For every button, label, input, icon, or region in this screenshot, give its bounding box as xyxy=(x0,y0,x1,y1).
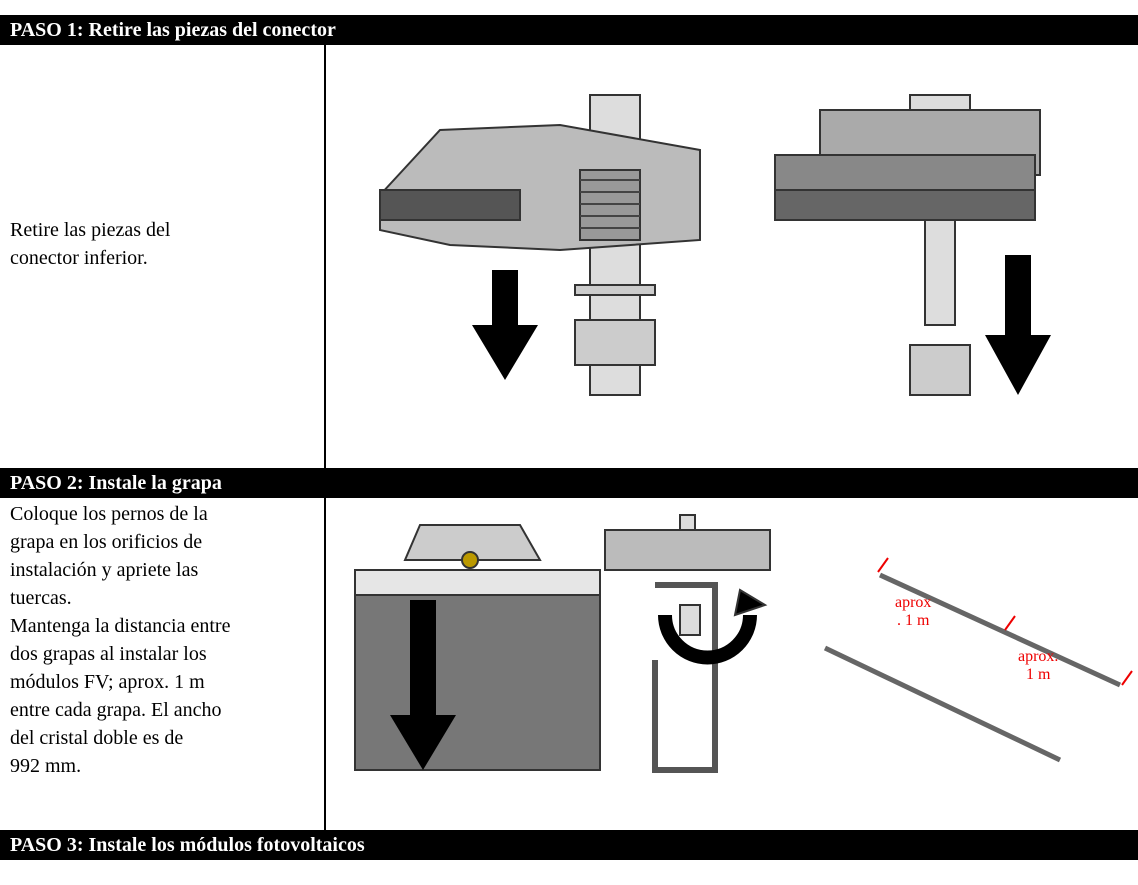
step-header: PASO 2: Instale la grapa xyxy=(0,468,1138,498)
callout-line: 1 m xyxy=(1025,666,1051,683)
connector-front xyxy=(774,94,1041,396)
text-line: del cristal doble es de xyxy=(10,727,184,749)
arrow xyxy=(985,255,1051,395)
text-line: dos grapas al instalar los xyxy=(10,643,207,665)
connector-side xyxy=(379,94,701,396)
marks xyxy=(877,557,1133,686)
callout-line: aprox. xyxy=(1018,648,1059,665)
callout-line: . 1 m xyxy=(896,612,930,629)
text-line: Retire las piezas del xyxy=(10,219,171,241)
text-line: Mantenga la distancia entre xyxy=(10,615,231,637)
text-line: conector inferior. xyxy=(10,247,148,269)
text-line: entre cada grapa. El ancho xyxy=(10,699,222,721)
text-line: grapa en los orificios de xyxy=(10,531,203,553)
callout: aprox . 1 m xyxy=(895,594,931,630)
text-line: instalación y apriete las xyxy=(10,559,199,581)
divider xyxy=(324,498,326,830)
text-line: módulos FV; aprox. 1 m xyxy=(10,671,205,693)
divider xyxy=(324,45,326,468)
step-header: PASO 3: Instale los módulos fotovoltaico… xyxy=(0,830,1138,860)
rails xyxy=(823,572,1122,763)
arrow xyxy=(390,600,456,770)
callout: aprox. 1 m xyxy=(1018,648,1058,684)
step-text: Coloque los pernos de la grapa en los ori… xyxy=(10,500,230,780)
clamp-top xyxy=(354,524,601,771)
arrow xyxy=(472,270,538,380)
step-text: Retire las piezas del conector inferior. xyxy=(10,216,171,272)
text-line: 992 mm. xyxy=(10,755,82,777)
clamp-front xyxy=(604,514,771,773)
callout-line: aprox xyxy=(895,594,932,611)
text-line: Coloque los pernos de la xyxy=(10,503,208,525)
step-header: PASO 1: Retire las piezas del conector xyxy=(0,15,1138,45)
text-line: tuercas. xyxy=(10,587,72,609)
